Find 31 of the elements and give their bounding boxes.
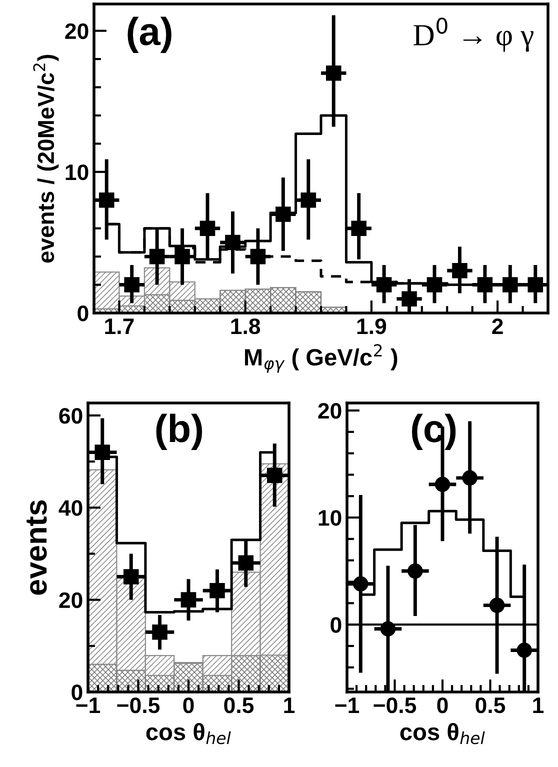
y-tick-label: 0 xyxy=(78,306,88,322)
y-axis-title: events xyxy=(26,500,47,595)
x-tick-label: 0.5 xyxy=(476,697,506,714)
x-tick-label: 0 xyxy=(437,697,448,714)
x-tick-label: 1 xyxy=(284,698,295,713)
y-tick-label: 20 xyxy=(65,23,88,40)
x-tick-label: −0.5 xyxy=(374,697,416,714)
x-axis-title: cos θ$_{hel}$ xyxy=(146,723,231,744)
x-axis-title: M$_{φγ}$ ( GeV/c$^{2}$ ) xyxy=(245,344,398,373)
x-axis-title: cos θ$_{hel}$ xyxy=(400,723,485,744)
y-tick-label: 20 xyxy=(59,592,82,608)
y-tick-label: 0 xyxy=(330,617,342,633)
annotation: (c) xyxy=(412,414,456,450)
x-tick-label: 1.9 xyxy=(357,318,386,334)
annotation: (b) xyxy=(156,414,202,450)
y-axis-title: events / (20MeV/c$^{2}$) xyxy=(33,54,59,263)
y-tick-label: 10 xyxy=(318,510,342,526)
annotation: (a) xyxy=(128,16,172,54)
y-tick-label: 20 xyxy=(318,403,342,419)
y-tick-label: 40 xyxy=(58,500,82,516)
y-tick-label: 10 xyxy=(66,164,88,180)
x-tick-label: −0.5 xyxy=(117,697,160,714)
x-tick-label: −1 xyxy=(335,698,360,713)
x-tick-label: 1 xyxy=(533,698,544,713)
y-tick-label: 60 xyxy=(59,408,82,424)
annotation: D$^{0}$ → φ γ xyxy=(414,18,534,52)
x-tick-label: 0 xyxy=(183,697,194,714)
x-tick-label: 0.5 xyxy=(224,697,254,714)
x-tick-label: 1.8 xyxy=(231,318,260,334)
x-tick-label: 2 xyxy=(492,318,503,334)
x-tick-label: 1.7 xyxy=(105,318,134,334)
